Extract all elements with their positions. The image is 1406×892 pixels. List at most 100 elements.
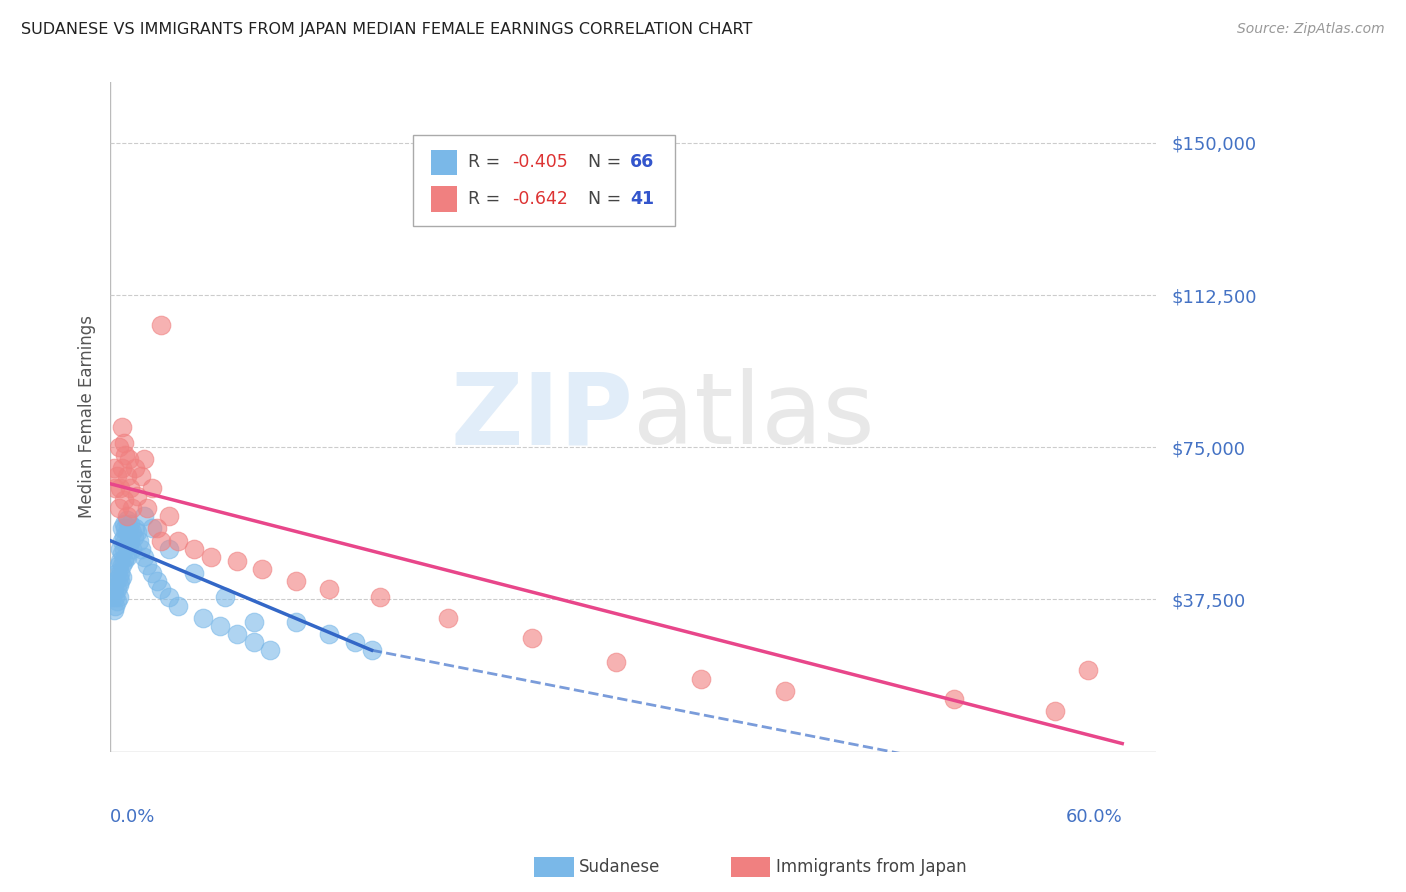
Point (107, 501, 129, 516)
Point (127, 525, 149, 540)
Point (132, 509, 155, 524)
Point (118, 538, 141, 552)
Point (120, 481, 142, 495)
Point (111, 460, 134, 475)
Point (343, 635, 366, 649)
Text: atlas: atlas (633, 368, 875, 466)
Text: Immigrants from Japan: Immigrants from Japan (776, 858, 967, 876)
Point (114, 533, 136, 548)
Point (250, 562, 273, 576)
Point (132, 549, 155, 564)
Point (200, 549, 222, 564)
Point (107, 578, 129, 592)
Point (115, 538, 138, 552)
Point (110, 566, 132, 580)
Text: ZIP: ZIP (450, 368, 633, 466)
Point (149, 318, 172, 333)
Point (120, 533, 142, 548)
Point (214, 591, 236, 605)
Point (183, 566, 205, 580)
Point (112, 517, 135, 532)
Text: 0.0%: 0.0% (110, 808, 156, 827)
Point (120, 517, 142, 532)
Point (115, 513, 138, 527)
Text: R =: R = (468, 190, 506, 208)
Point (107, 591, 129, 605)
Point (284, 574, 307, 589)
Point (112, 529, 135, 543)
Point (104, 481, 127, 495)
Point (225, 627, 247, 641)
Point (1077, 664, 1099, 678)
Text: SUDANESE VS IMMIGRANTS FROM JAPAN MEDIAN FEMALE EARNINGS CORRELATION CHART: SUDANESE VS IMMIGRANTS FROM JAPAN MEDIAN… (21, 22, 752, 37)
Point (111, 533, 134, 548)
Point (146, 521, 169, 535)
Point (121, 541, 143, 556)
Point (136, 558, 159, 572)
Point (124, 460, 146, 475)
Point (942, 692, 965, 706)
Point (183, 541, 205, 556)
Point (104, 591, 127, 605)
Point (111, 558, 134, 572)
Text: 66: 66 (630, 153, 654, 171)
Text: -0.405: -0.405 (512, 153, 568, 171)
Point (112, 554, 135, 568)
Point (191, 611, 214, 625)
Point (115, 549, 138, 564)
Text: N =: N = (588, 153, 627, 171)
Point (101, 591, 124, 605)
Point (112, 493, 135, 508)
Point (127, 489, 149, 503)
FancyBboxPatch shape (413, 136, 675, 226)
Point (132, 452, 155, 467)
Text: 60.0%: 60.0% (1066, 808, 1122, 827)
Point (242, 615, 264, 629)
Point (605, 656, 627, 670)
Point (129, 468, 152, 483)
Point (318, 627, 340, 641)
Point (225, 554, 247, 568)
Point (110, 574, 132, 589)
Point (103, 460, 125, 475)
Point (114, 448, 136, 462)
Point (360, 643, 382, 657)
Point (157, 591, 180, 605)
Point (111, 420, 134, 434)
Point (166, 599, 188, 613)
Point (436, 611, 458, 625)
Point (118, 521, 141, 535)
Point (115, 468, 138, 483)
Bar (432, 150, 457, 175)
Point (110, 541, 132, 556)
Point (115, 525, 138, 540)
Point (104, 599, 127, 613)
Point (136, 501, 159, 516)
Point (111, 570, 134, 584)
Point (114, 549, 136, 564)
Text: 41: 41 (630, 190, 654, 208)
Point (129, 541, 152, 556)
Point (105, 468, 128, 483)
Point (111, 546, 134, 560)
Point (118, 452, 141, 467)
Point (146, 574, 169, 589)
Point (141, 521, 163, 535)
Point (1043, 704, 1066, 718)
Point (103, 602, 125, 616)
Point (284, 615, 307, 629)
Point (111, 521, 134, 535)
Point (121, 525, 143, 540)
Point (520, 631, 543, 645)
Point (107, 570, 129, 584)
Point (114, 521, 136, 535)
Point (141, 481, 163, 495)
Point (110, 481, 132, 495)
Text: Source: ZipAtlas.com: Source: ZipAtlas.com (1237, 22, 1385, 37)
Point (259, 643, 281, 657)
Point (105, 594, 128, 608)
Text: R =: R = (468, 153, 506, 171)
Point (141, 566, 163, 580)
Point (689, 672, 711, 686)
Point (157, 541, 180, 556)
